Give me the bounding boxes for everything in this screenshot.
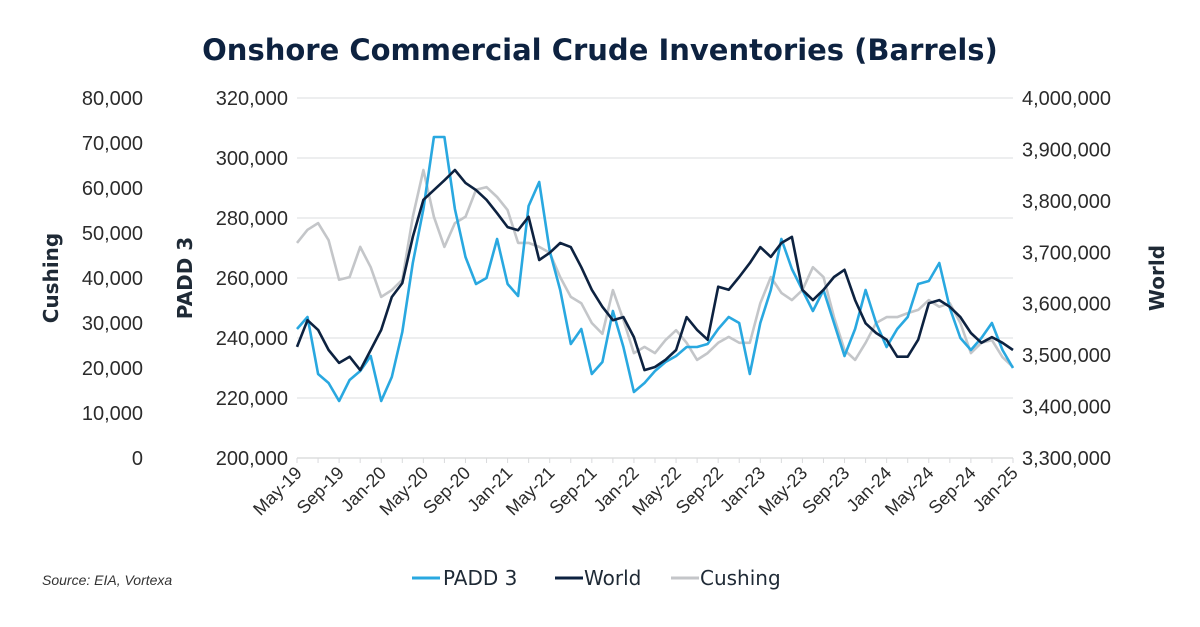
y-axis-label-cushing: Cushing — [39, 233, 63, 323]
legend-item-world[interactable]: World — [555, 566, 641, 590]
y-tick-labels: 0 10,000 20,000 30,000 40,000 50,000 60,000 70,… — [82, 88, 1111, 470]
x-tick-label: Sep-22 — [672, 463, 727, 518]
legend-label-world: World — [584, 566, 641, 590]
y-tick-cushing: 20,000 — [82, 358, 143, 380]
x-tick-label: Sep-20 — [419, 463, 474, 518]
legend-item-cushing[interactable]: Cushing — [671, 566, 781, 590]
source-note: Source: EIA, Vortexa — [42, 572, 172, 588]
legend: PADD 3 World Cushing — [412, 566, 781, 590]
legend-label-cushing: Cushing — [700, 566, 781, 590]
y-tick-padd3: 200,000 — [216, 448, 288, 470]
y-axis-label-padd3: PADD 3 — [173, 237, 197, 319]
y-tick-cushing: 60,000 — [82, 178, 143, 200]
y-tick-world: 3,800,000 — [1022, 191, 1111, 213]
legend-item-padd3[interactable]: PADD 3 — [412, 566, 517, 590]
y-tick-padd3: 320,000 — [216, 88, 288, 110]
y-tick-cushing: 80,000 — [82, 88, 143, 110]
x-tick-label: Jan-25 — [969, 463, 1022, 516]
series-line-padd3 — [296, 135, 1015, 403]
series-lines — [295, 135, 1015, 403]
y-tick-cushing: 10,000 — [82, 403, 143, 425]
y-tick-world: 3,400,000 — [1022, 397, 1111, 419]
y-tick-cushing: 0 — [132, 448, 143, 470]
x-tick-label: Sep-19 — [293, 463, 348, 518]
y-tick-world: 3,900,000 — [1022, 139, 1111, 161]
x-tick-label: Sep-24 — [925, 463, 980, 518]
y-tick-cushing: 30,000 — [82, 313, 143, 335]
y-tick-world: 3,600,000 — [1022, 294, 1111, 316]
y-tick-padd3: 280,000 — [216, 208, 288, 230]
y-axis-label-world: World — [1145, 245, 1169, 311]
y-tick-padd3: 240,000 — [216, 328, 288, 350]
y-tick-cushing: 50,000 — [82, 223, 143, 245]
x-axis: May-19Sep-19Jan-20May-20Sep-20Jan-21May-… — [249, 457, 1022, 520]
y-tick-world: 4,000,000 — [1022, 88, 1111, 110]
y-tick-padd3: 220,000 — [216, 388, 288, 410]
y-tick-padd3: 260,000 — [216, 268, 288, 290]
legend-label-padd3: PADD 3 — [443, 566, 517, 590]
series-line-cushing — [295, 168, 1014, 369]
series-line-world — [295, 168, 1014, 372]
y-tick-padd3: 300,000 — [216, 148, 288, 170]
y-tick-world: 3,300,000 — [1022, 448, 1111, 470]
y-tick-world: 3,700,000 — [1022, 242, 1111, 264]
chart-title: Onshore Commercial Crude Inventories (Ba… — [202, 33, 998, 67]
y-tick-cushing: 40,000 — [82, 268, 143, 290]
y-tick-cushing: 70,000 — [82, 133, 143, 155]
x-tick-label: Sep-21 — [545, 463, 600, 518]
x-tick-label: May-19 — [249, 463, 306, 520]
x-tick-label: Sep-23 — [798, 463, 853, 518]
y-tick-world: 3,500,000 — [1022, 345, 1111, 367]
gridlines — [297, 97, 1013, 459]
